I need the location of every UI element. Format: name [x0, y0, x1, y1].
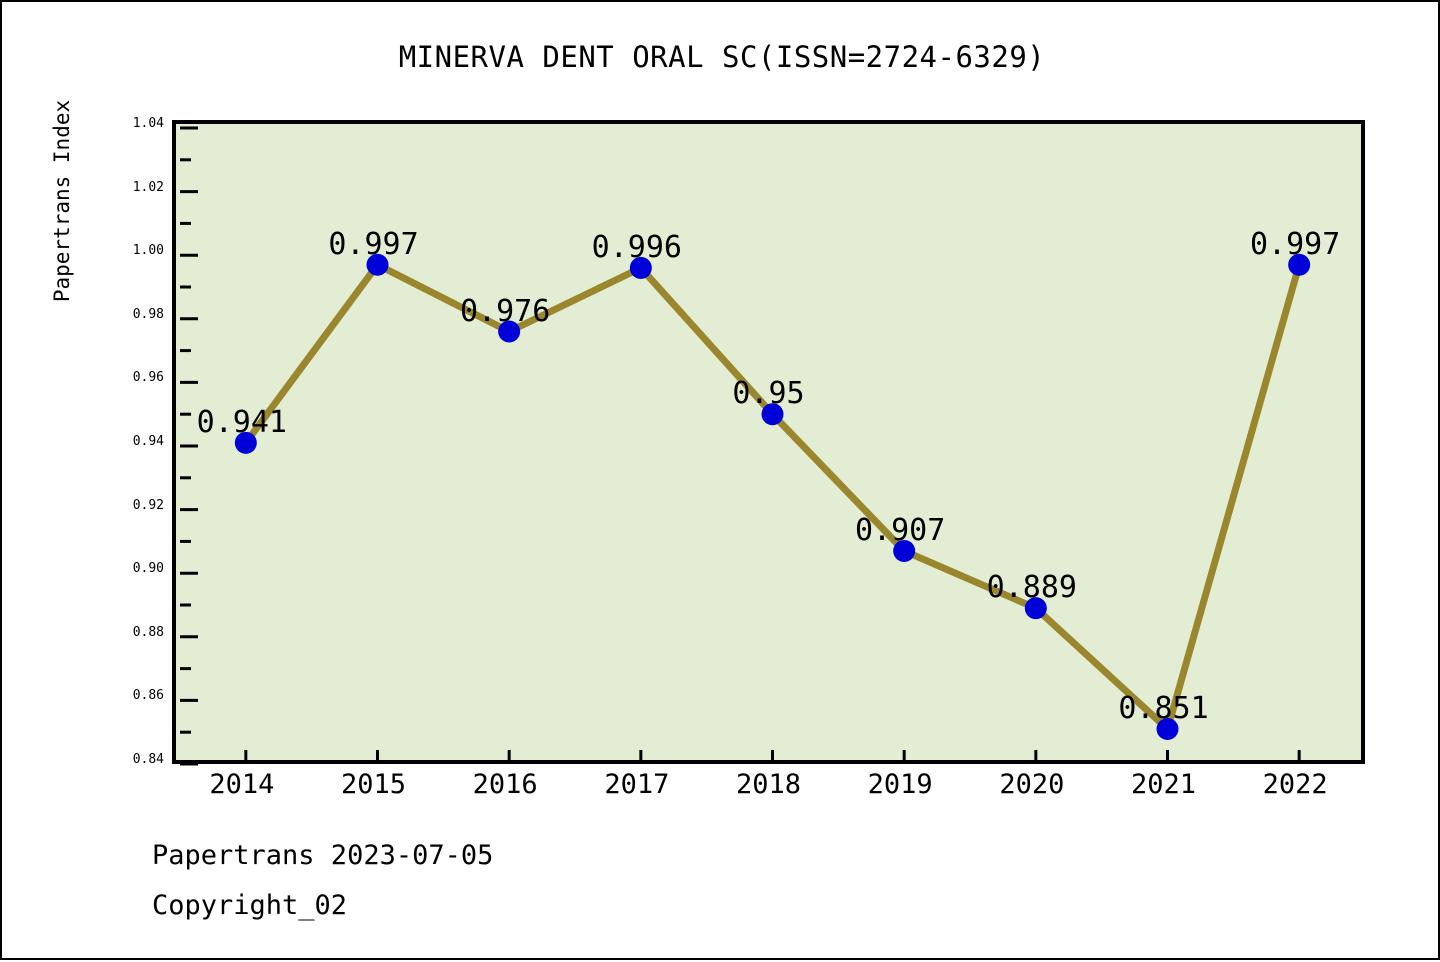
y-axis-title: Papertrans Index	[50, 99, 74, 303]
y-tick-label: 0.84	[132, 752, 164, 767]
data-point-marker[interactable]	[1024, 597, 1047, 620]
data-point-marker[interactable]	[761, 403, 784, 426]
y-tick-label: 0.94	[132, 434, 164, 449]
x-tick-label: 2015	[340, 769, 407, 800]
data-point-marker[interactable]	[234, 431, 257, 454]
plot-area	[172, 120, 1365, 766]
x-tick-label: 2022	[1262, 769, 1328, 800]
x-axis-tick-labels: 2014 2015 2016 2017 2018 2019 2020 2021 2022	[172, 769, 1365, 809]
y-tick-label: 1.04	[132, 116, 164, 131]
x-tick-label: 2017	[604, 769, 670, 800]
plot-svg	[180, 126, 1311, 766]
y-tick-label: 0.92	[132, 497, 164, 513]
x-tick-label: 2018	[735, 769, 802, 800]
data-point-marker[interactable]	[1288, 253, 1311, 276]
data-point-marker[interactable]	[629, 256, 652, 279]
data-point-marker[interactable]	[893, 539, 916, 562]
x-tick-label: 2020	[999, 769, 1065, 800]
y-tick-label: 1.00	[132, 243, 164, 259]
y-tick-label: 0.88	[132, 624, 164, 640]
series-line	[243, 260, 1303, 736]
data-point-marker[interactable]	[498, 320, 521, 343]
page-title: MINERVA DENT ORAL SC(ISSN=2724-6329)	[398, 40, 1046, 74]
x-tick-label: 2021	[1130, 769, 1197, 800]
footer-copyright: Copyright_02	[152, 890, 348, 921]
y-tick-label: 0.86	[132, 688, 164, 704]
x-tick-label: 2016	[472, 769, 538, 800]
y-tick-label: 0.98	[132, 306, 164, 322]
y-tick-label: 1.02	[132, 179, 164, 195]
data-point-marker[interactable]	[1156, 718, 1179, 741]
y-tick-label: 0.96	[132, 370, 164, 386]
y-axis-tick-labels: 0.84 0.86 0.88 0.90 0.92 0.94 0.96 0.98 1.00 1.02…	[102, 2, 164, 962]
x-tick-label: 2019	[867, 769, 933, 800]
x-tick-label: 2014	[209, 769, 275, 800]
footer-date: Papertrans 2023-07-05	[152, 840, 494, 871]
y-tick-label: 0.90	[132, 561, 164, 577]
data-point-marker[interactable]	[366, 253, 389, 276]
